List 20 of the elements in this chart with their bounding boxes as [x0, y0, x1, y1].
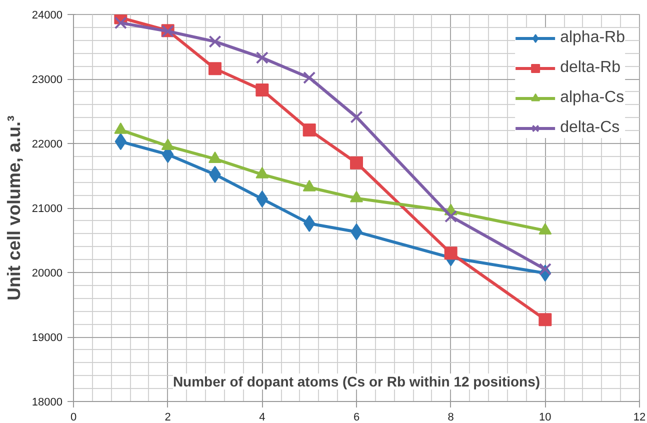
x-tick-label: 6: [353, 412, 360, 423]
y-tick-label: 19000: [32, 332, 63, 344]
y-tick-label: 20000: [32, 268, 63, 280]
x-axis-title: Number of dopant atoms (Cs or Rb within 12 positions): [172, 374, 540, 390]
y-tick-label: 21000: [32, 203, 63, 215]
legend-label: alpha-Rb: [560, 29, 625, 47]
y-tick-label: 23000: [32, 74, 63, 86]
y-tick-label: 24000: [32, 10, 63, 22]
y-tick-label: 18000: [32, 396, 63, 408]
x-tick-label: 10: [539, 412, 552, 423]
x-tick-label: 4: [259, 412, 266, 423]
y-tick-label: 22000: [32, 138, 63, 150]
legend-label: delta-Rb: [560, 59, 621, 77]
x-tick-label: 12: [633, 412, 646, 423]
x-tick-label: 0: [70, 412, 77, 423]
legend-label: alpha-Cs: [560, 89, 624, 107]
x-tick-label: 8: [448, 412, 454, 423]
y-axis-title: Unit cell volume, a.u.³: [4, 115, 24, 301]
legend-label: delta-Cs: [560, 119, 620, 137]
x-tick-label: 2: [164, 412, 171, 423]
